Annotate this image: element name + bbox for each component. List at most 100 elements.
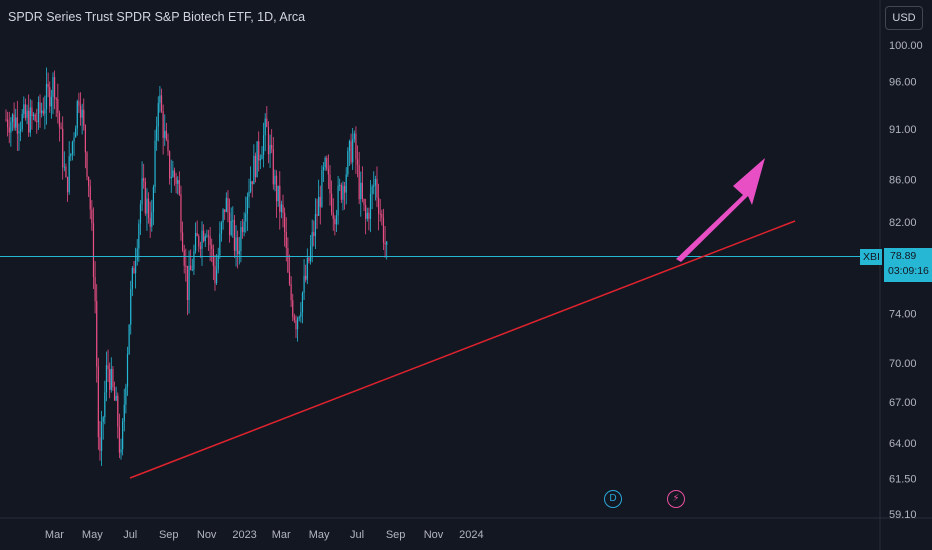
bullish-arrow[interactable]: [676, 158, 765, 262]
candle-body: [199, 246, 201, 249]
candle-body: [342, 186, 344, 200]
candle-body: [160, 95, 163, 112]
candle-body: [201, 230, 203, 249]
candle-body: [248, 191, 250, 197]
candle-body: [262, 135, 265, 155]
candle-body: [146, 198, 148, 214]
candle-body: [57, 99, 59, 114]
candle-body: [363, 198, 365, 205]
candle-body: [353, 133, 355, 140]
candle-body: [243, 221, 245, 233]
candle-body: [261, 154, 263, 159]
candle-body: [138, 223, 140, 249]
candle-body: [326, 157, 328, 169]
candle-body: [75, 128, 77, 138]
candle-body: [193, 251, 195, 270]
candle-body: [245, 213, 247, 222]
candle-body: [250, 181, 252, 192]
time-tick-label: Mar: [45, 529, 64, 541]
candle-body: [130, 288, 132, 325]
candle-body: [269, 144, 271, 155]
candle-body: [94, 277, 96, 302]
candle-body: [99, 437, 101, 451]
candle-body: [319, 196, 321, 207]
support-trendline[interactable]: [129, 220, 796, 479]
candle-body: [62, 128, 64, 168]
candle-body: [235, 237, 237, 251]
candle-body: [321, 170, 323, 207]
candle-body: [86, 152, 88, 177]
time-tick-label: May: [82, 529, 103, 541]
candle-body: [368, 212, 370, 219]
candle-body: [28, 110, 30, 133]
ticker-label: XBI: [863, 251, 880, 263]
candle-body: [190, 265, 192, 271]
candle-body: [49, 87, 51, 107]
candle-body: [45, 83, 48, 110]
candle-body: [246, 196, 248, 214]
candle-body: [120, 449, 122, 453]
candle-body: [332, 212, 334, 219]
candle-body: [337, 185, 339, 216]
candle-body: [335, 215, 338, 225]
candle-body: [225, 198, 227, 212]
candle-body: [272, 148, 274, 185]
candle-body: [340, 184, 342, 200]
candle-body: [156, 126, 158, 141]
time-tick-label: 2023: [232, 529, 256, 541]
candle-body: [107, 365, 109, 370]
candle-body: [81, 109, 83, 118]
price-tick-label: 91.00: [889, 124, 917, 136]
candle-body: [91, 209, 93, 224]
candle-body: [167, 139, 169, 152]
candle-body: [141, 178, 143, 205]
candle-body: [217, 255, 219, 270]
candle-body: [311, 232, 313, 247]
candle-body: [47, 83, 49, 88]
candle-body: [277, 185, 279, 202]
candle-body: [196, 232, 198, 237]
candle-body: [60, 127, 62, 129]
candle-body: [125, 386, 127, 405]
candle-body: [275, 175, 278, 202]
candle-body: [316, 214, 318, 216]
candle-body: [16, 117, 18, 134]
candle-body: [96, 301, 98, 367]
candle-body: [374, 179, 376, 186]
candle-body: [34, 114, 36, 121]
candle-body: [92, 223, 95, 278]
candle-body: [386, 241, 388, 245]
candle-body: [13, 114, 15, 128]
candle-body: [154, 140, 156, 188]
candle-body: [360, 182, 362, 200]
candle-body: [162, 111, 164, 138]
candle-body: [350, 141, 352, 163]
candle-body: [241, 227, 244, 233]
chart-title: SPDR Series Trust SPDR S&P Biotech ETF, …: [8, 10, 306, 24]
candle-body: [31, 107, 33, 117]
candle-body: [379, 213, 381, 215]
candle-body: [128, 324, 130, 354]
candle-body: [240, 227, 242, 251]
candle-body: [143, 178, 145, 182]
candle-body: [322, 167, 325, 171]
candle-body: [185, 265, 187, 267]
candle-body: [219, 233, 221, 256]
candle-body: [295, 320, 297, 330]
candle-body: [126, 353, 129, 387]
candle-body: [214, 265, 216, 284]
candle-body: [52, 77, 54, 97]
candle-body: [165, 130, 167, 140]
currency-button[interactable]: USD: [885, 6, 923, 30]
candle-body: [97, 366, 99, 438]
candle-body: [222, 209, 224, 223]
earnings-event-icon[interactable]: ⚡: [667, 490, 685, 508]
candle-body: [356, 159, 359, 165]
candle-body: [29, 107, 31, 133]
candle-body: [207, 235, 210, 237]
candle-body: [314, 214, 317, 237]
dividend-event-icon[interactable]: D: [604, 490, 622, 508]
candle-body: [135, 260, 137, 274]
candle-body: [266, 118, 268, 128]
